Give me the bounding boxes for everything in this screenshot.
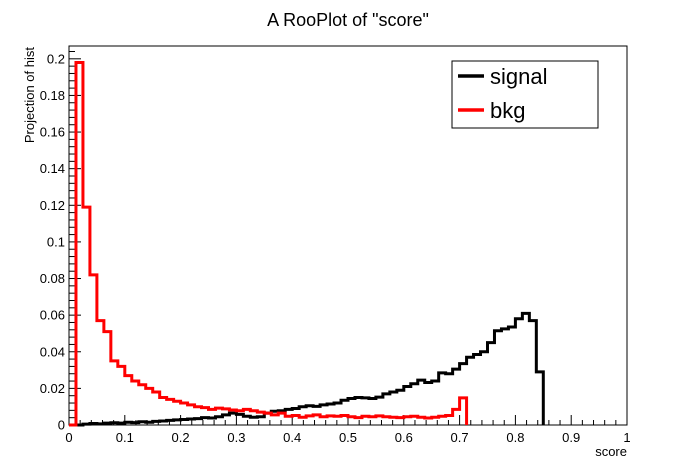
series-layer: [69, 60, 545, 427]
plot-frame: [68, 45, 628, 426]
x-tick-label: 0.1: [116, 430, 134, 445]
series-bkg-line: [69, 60, 469, 427]
y-axis-ticks: 0 0.02 0.04 0.06 0.08 0.1 0.12 0.14 0.16 0.18 0.2: [40, 50, 81, 433]
chart-title: A RooPlot of "score": [267, 10, 429, 30]
y-tick-label: 0.04: [40, 344, 65, 359]
x-axis: 0 0.1 0.2 0.3 0.4 0.5 0.6 0.7 0.8 0.9 1 score: [65, 415, 631, 459]
x-tick-label: 0.8: [506, 430, 524, 445]
y-tick-label: 0.02: [40, 381, 65, 396]
x-tick-label: 0.2: [172, 430, 190, 445]
x-tick-label: 0.4: [283, 430, 301, 445]
x-tick-label: 0.3: [227, 430, 245, 445]
y-tick-label: 0.12: [40, 198, 65, 213]
y-tick-label: 0.1: [47, 234, 65, 249]
y-tick-label: 0.06: [40, 308, 65, 323]
legend-label-bkg: bkg: [490, 98, 525, 123]
y-axis-label: Projection of hist: [22, 47, 37, 143]
legend-label-signal: signal: [490, 64, 547, 89]
y-tick-label: 0.16: [40, 125, 65, 140]
y-tick-label: 0.2: [47, 51, 65, 66]
legend-box: [451, 60, 599, 129]
y-tick-label: 0: [58, 418, 65, 433]
y-tick-label: 0.14: [40, 161, 65, 176]
x-tick-label: 0.7: [451, 430, 469, 445]
x-axis-ticks: 0 0.1 0.2 0.3 0.4 0.5 0.6 0.7 0.8 0.9 1: [65, 415, 631, 445]
x-tick-label: 0.5: [339, 430, 357, 445]
y-axis: 00.020.040.060.080.10.120.140.160.180.2 …: [22, 46, 81, 433]
y-tick-label: 0.18: [40, 88, 65, 103]
x-tick-label: 0.6: [395, 430, 413, 445]
legend: signal bkg: [451, 60, 599, 129]
series-signal-line: [69, 311, 545, 427]
x-tick-label: 1: [623, 430, 630, 445]
x-axis-label: score: [595, 444, 627, 459]
y-tick-label: 0.08: [40, 271, 65, 286]
x-tick-label: 0.9: [562, 430, 580, 445]
x-tick-label: 0: [65, 430, 72, 445]
